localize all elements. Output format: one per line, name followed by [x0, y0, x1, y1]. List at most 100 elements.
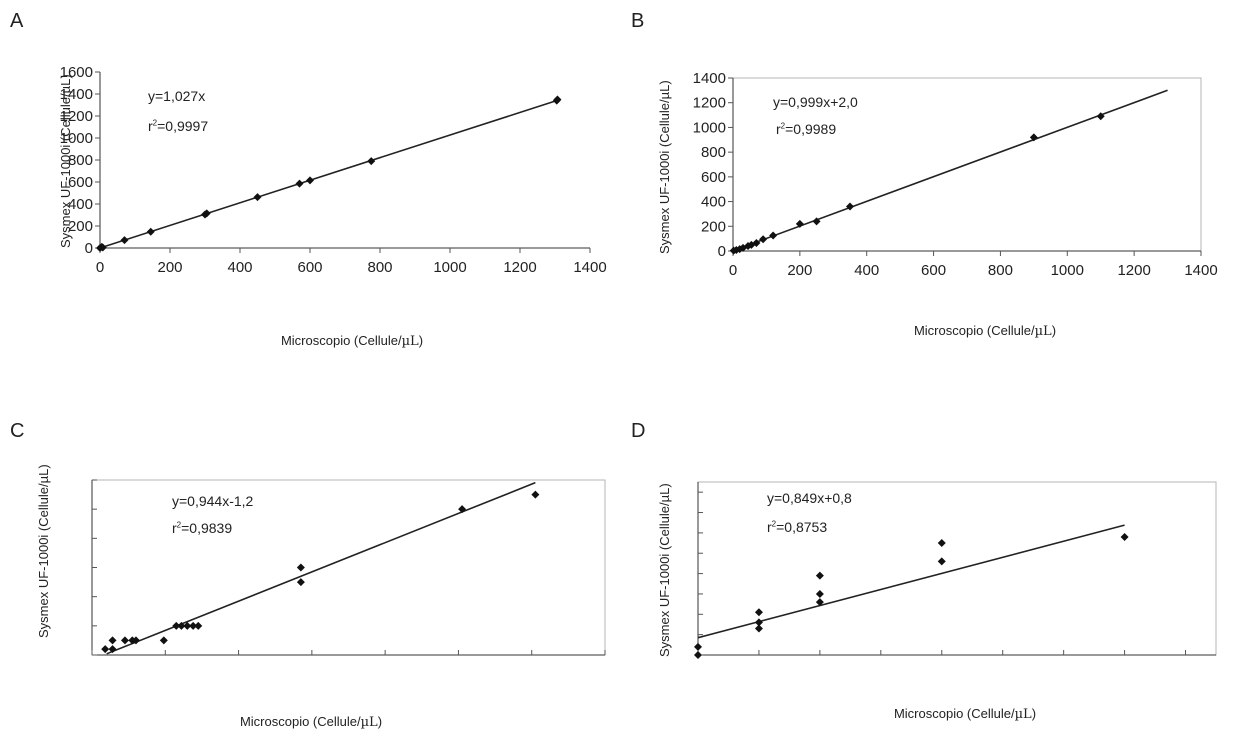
- chart-panel-b: B 0 200 400 600 800 1000 1200 1400 0 200 400 600 800 1…: [621, 0, 1243, 376]
- data-point: [752, 238, 761, 247]
- data-point: [458, 505, 467, 514]
- x-axis-title: Microscopio (Cellule/µL): [894, 706, 1036, 722]
- x-axis-title-unit: µL: [1034, 324, 1052, 339]
- y-tick-label: 1600: [60, 64, 93, 81]
- x-axis-title-text: Microscopio (Cellule/: [913, 323, 1035, 338]
- x-tick-label: 800: [367, 259, 392, 276]
- data-point: [553, 95, 562, 104]
- data-point: [159, 636, 168, 645]
- data-point: [367, 157, 376, 166]
- x-tick-label: 1000: [1051, 262, 1084, 279]
- r-squared-exponent: 2: [771, 519, 777, 529]
- x-axis-title-text: Microscopio (Cellule/: [280, 333, 402, 348]
- r-squared-label: r2=0,9989: [776, 121, 836, 137]
- data-point: [131, 636, 140, 645]
- data-point: [183, 621, 192, 630]
- plot-frame: [697, 481, 1217, 656]
- x-axis-title: Microscopio (Cellule/µL): [281, 333, 423, 349]
- r-squared-value: =0,8753: [776, 519, 828, 535]
- data-point: [108, 645, 117, 654]
- y-axis-title: Sysmex UF-1000i (Cellule/µL): [36, 464, 51, 638]
- x-tick-label: 1000: [433, 259, 466, 276]
- y-tick-label: 1400: [60, 86, 93, 103]
- regression-line: [99, 99, 559, 249]
- data-point: [937, 557, 946, 566]
- panel-letter: C: [10, 420, 25, 442]
- regression-line: [697, 524, 1125, 639]
- y-tick-label: 200: [68, 218, 93, 235]
- regression-equation: y=1,027x: [148, 88, 206, 104]
- y-axis-title: Sysmex UF-1000i (Cellule/µL): [58, 74, 73, 248]
- x-axis-title: Microscopio (Cellule/µL): [914, 323, 1056, 339]
- x-tick-label: 200: [787, 262, 812, 279]
- chart-svg: 0 200 400 600 800 1000 1200 1400 0 200 400 600 800 10…: [693, 70, 1218, 279]
- y-axis-title: Sysmex UF-1000i (Cellule/µL): [657, 483, 672, 657]
- data-point: [815, 598, 824, 607]
- x-tick-label: 800: [988, 262, 1013, 279]
- chart-svg: 0 200 400 600 800 1000 1200 1400 0 200 400 600 800 10…: [60, 64, 607, 276]
- x-axis-title-close: ): [377, 714, 383, 729]
- regression-equation: y=0,849x+0,8: [767, 490, 852, 506]
- r-squared-prefix: r: [172, 520, 177, 536]
- y-tick-label: 400: [68, 196, 93, 213]
- regression-equation: y=0,944x-1,2: [172, 493, 254, 509]
- x-tick-label: 600: [297, 259, 322, 276]
- data-point: [747, 240, 756, 249]
- x-axis-title-unit: µL: [1014, 707, 1032, 722]
- y-tick-label: 1000: [60, 130, 93, 147]
- x-tick-label: 1200: [503, 259, 536, 276]
- y-tick-label: 1400: [693, 70, 726, 87]
- data-point: [296, 578, 305, 587]
- data-point: [1029, 133, 1038, 142]
- data-point: [846, 202, 854, 211]
- x-axis-title-text: Microscopio (Cellule/: [239, 714, 361, 729]
- data-point: [98, 243, 107, 252]
- data-point: [146, 227, 155, 236]
- y-tick-label: 400: [701, 194, 726, 211]
- y-tick-label: 0: [85, 240, 93, 257]
- data-point: [815, 589, 824, 598]
- y-tick-label: 800: [68, 152, 93, 169]
- x-axis-title-text: Microscopio (Cellule/: [893, 706, 1015, 721]
- r-squared-value: =0,9997: [157, 118, 209, 134]
- x-axis-title-close: ): [418, 333, 424, 348]
- panel-letter: A: [10, 10, 24, 32]
- data-point: [735, 245, 744, 254]
- data-point: [1096, 112, 1105, 121]
- panel-letter: B: [631, 10, 645, 32]
- data-point: [754, 608, 763, 617]
- x-axis-title-close: ): [1031, 706, 1037, 721]
- r-squared-exponent: 2: [176, 520, 182, 530]
- r-squared-prefix: r: [148, 118, 153, 134]
- data-point: [101, 645, 110, 654]
- data-point: [253, 193, 262, 202]
- data-point: [759, 235, 768, 244]
- regression-equation: y=0,999x+2,0: [773, 94, 858, 110]
- x-tick-label: 400: [854, 262, 879, 279]
- data-point: [120, 236, 129, 245]
- data-point: [694, 642, 702, 651]
- data-point: [172, 621, 181, 630]
- x-tick-label: 200: [157, 259, 182, 276]
- data-point: [1120, 532, 1129, 541]
- y-tick-label: 200: [701, 218, 726, 235]
- x-tick-label: 400: [227, 259, 252, 276]
- r-squared-exponent: 2: [780, 121, 786, 131]
- data-point: [812, 217, 821, 226]
- regression-line: [106, 481, 536, 655]
- y-tick-label: 600: [701, 169, 726, 186]
- panel-letter: D: [631, 420, 646, 442]
- x-tick-label: 1400: [573, 259, 606, 276]
- r-squared-label: r2=0,9997: [148, 118, 208, 134]
- data-point: [769, 231, 778, 240]
- r-squared-prefix: r: [767, 519, 772, 535]
- chart-svg: [91, 479, 606, 656]
- x-tick-label: 0: [729, 262, 737, 279]
- data-point: [177, 621, 186, 630]
- r-squared-prefix: r: [776, 121, 781, 137]
- y-axis-title: Sysmex UF-1000i (Cellule/µL): [657, 80, 672, 254]
- x-axis-title-unit: µL: [360, 715, 378, 730]
- data-point: [306, 176, 314, 185]
